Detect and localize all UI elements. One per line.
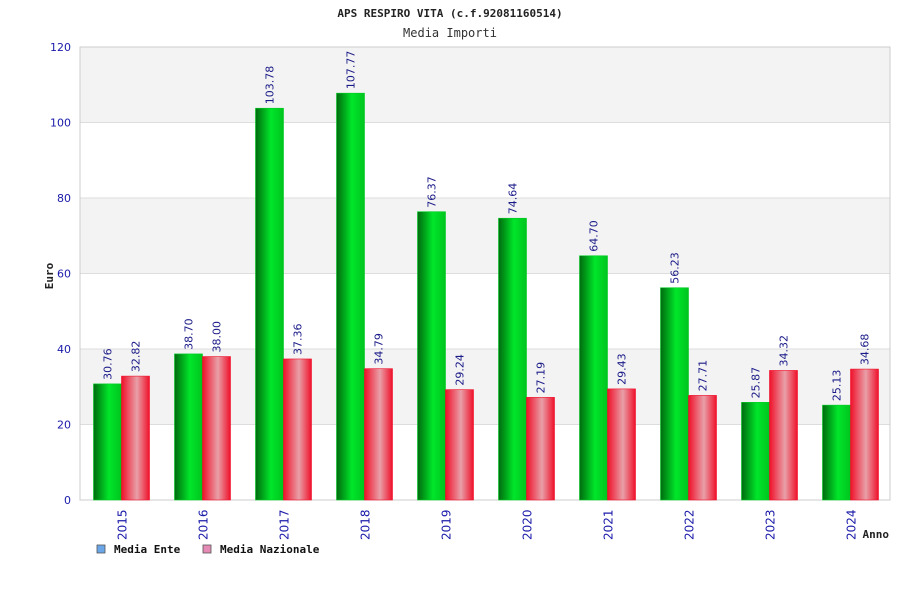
bar-media-nazionale [526,397,555,501]
bar-media-nazionale [769,370,798,501]
bar-media-nazionale [364,368,393,501]
bar-media-ente [498,217,527,501]
plot-band [80,47,890,123]
data-label: 29.43 [616,353,629,385]
y-tick-label: 40 [57,343,71,356]
x-tick-label: 2015 [116,509,130,540]
y-tick-label: 60 [57,268,71,281]
data-label: 30.76 [102,348,115,380]
y-axis-label: Euro [43,262,56,289]
plot-band [80,273,890,349]
data-label: 34.68 [859,334,872,366]
bar-media-ente [255,107,284,501]
data-label: 25.13 [831,370,844,402]
bar-media-nazionale [445,389,474,501]
data-label: 27.19 [535,362,548,394]
bar-media-ente [417,211,446,501]
bar-media-nazionale [850,368,879,501]
bar-media-nazionale [202,356,231,501]
x-tick-label: 2020 [521,509,535,540]
data-label: 56.23 [669,252,682,284]
x-tick-label: 2022 [683,509,697,540]
x-tick-label: 2017 [278,509,292,540]
legend-label: Media Ente [114,543,181,556]
plot-background [79,46,891,501]
y-tick-label: 80 [57,192,71,205]
x-tick-label: 2023 [764,509,778,540]
data-label: 34.79 [373,333,386,365]
bar-media-ente [93,383,122,501]
plot-band [80,122,890,198]
data-label: 34.32 [778,335,791,367]
bar-media-nazionale [121,375,150,501]
x-tick-label: 2018 [359,509,373,540]
plot-band [80,198,890,274]
x-tick-label: 2016 [197,509,211,540]
bar-media-ente [660,287,689,501]
bar-media-ente [336,92,365,501]
data-label: 27.71 [697,360,710,392]
legend: Media Ente Media Nazionale [96,543,320,556]
bars: 30.76 32.82 38.70 38.00 103.78 37.36 107.77 34.… [93,51,879,501]
y-tick-label: 100 [50,117,71,130]
x-tick-label: 2021 [602,509,616,540]
data-label: 76.37 [426,176,439,208]
data-label: 38.70 [183,318,196,350]
chart-subtitle: Media Importi [403,26,497,40]
x-axis-label: Anno [863,528,890,541]
y-axis-ticks: 0 20 40 60 80 100 120 [50,41,71,507]
x-axis-ticks: 2015 2016 2017 2018 2019 2020 2021 2022 2023 2024 [116,509,859,540]
bar-media-ente [822,404,851,501]
bar-media-ente [174,353,203,501]
data-label: 32.82 [130,341,143,373]
x-tick-label: 2024 [845,509,859,540]
bar-media-nazionale [688,395,717,501]
data-label: 64.70 [588,220,601,252]
legend-swatch [202,544,212,554]
plot-frame [79,46,891,501]
legend-label: Media Nazionale [220,543,320,556]
bar-media-ente [741,402,770,501]
data-label: 25.87 [750,367,763,399]
bar-media-ente [579,255,608,501]
data-label: 37.36 [292,323,305,355]
data-label: 103.78 [264,66,277,105]
data-label: 29.24 [454,354,467,386]
chart-title: APS RESPIRO VITA (c.f.92081160514) [337,7,562,20]
bar-media-nazionale [607,388,636,501]
x-tick-label: 2019 [440,509,454,540]
bar-media-nazionale [283,358,312,501]
data-label: 107.77 [345,51,358,90]
data-label: 74.64 [507,183,520,215]
y-tick-label: 20 [57,419,71,432]
data-label: 38.00 [211,321,224,353]
legend-swatch [96,544,106,554]
y-tick-label: 0 [64,494,71,507]
y-tick-label: 120 [50,41,71,54]
